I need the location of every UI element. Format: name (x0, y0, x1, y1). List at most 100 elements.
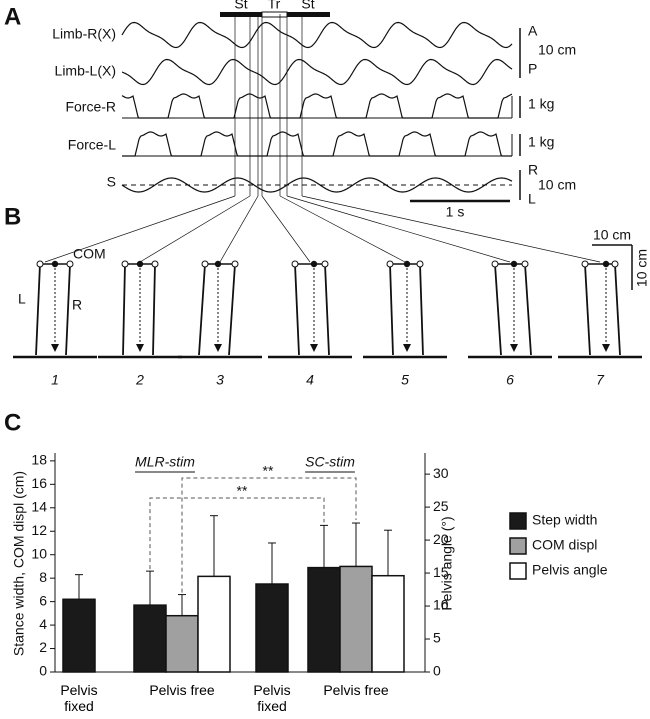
panel-label: C (4, 409, 21, 436)
trace-label: S (107, 174, 116, 190)
leg (614, 263, 621, 356)
com (602, 260, 610, 268)
scale-label: A (528, 23, 538, 39)
x-tick-label: Pelvis free (149, 682, 215, 698)
group-label: MLR-stim (135, 454, 195, 470)
leg (152, 263, 156, 356)
frame-number: 4 (306, 372, 314, 388)
stroke (301, 195, 601, 263)
joint (521, 260, 529, 268)
phase-bar (261, 11, 288, 18)
bar (371, 574, 405, 673)
leg (324, 263, 330, 356)
joint (386, 260, 394, 268)
com (403, 260, 411, 268)
arrow (510, 344, 518, 352)
scale-label: 10 cm (593, 227, 631, 243)
leg-label: R (72, 297, 82, 313)
y-tick-label: 14 (31, 498, 47, 514)
trace-label: Limb-L(X) (55, 63, 116, 79)
legend-label: Step width (532, 512, 597, 528)
joint (491, 260, 499, 268)
stroke (286, 195, 511, 263)
stroke (261, 195, 311, 263)
y-tick-label: 6 (39, 592, 47, 608)
phase-label: St (234, 0, 247, 12)
bar (339, 565, 373, 673)
leg (584, 263, 591, 356)
arrow (214, 344, 222, 352)
legend-swatch (509, 562, 527, 580)
bar (165, 614, 199, 673)
stroke (219, 195, 259, 263)
scale-label: 10 cm (538, 177, 576, 193)
bar (62, 598, 96, 673)
com (310, 260, 318, 268)
joint (151, 260, 159, 268)
y-tick-label: 8 (39, 569, 47, 585)
arrow (403, 344, 411, 352)
panel-label: B (4, 203, 21, 230)
legend-label: COM displ (532, 537, 597, 553)
phase-label: St (301, 0, 314, 12)
scale-label: P (528, 61, 537, 77)
joint (581, 260, 589, 268)
joint (201, 260, 209, 268)
leg (524, 263, 532, 356)
leg (65, 263, 71, 356)
bar (133, 604, 167, 673)
trace-label: Force-L (68, 137, 116, 153)
y-tick-label: 2 (39, 639, 47, 655)
legend-label: Pelvis angle (532, 562, 608, 578)
trace (121, 21, 513, 49)
scale-label: 10 cm (634, 249, 650, 287)
trace-label: Limb-R(X) (52, 26, 116, 42)
scale-label: L (528, 191, 536, 207)
stroke (279, 195, 406, 263)
com (51, 260, 59, 268)
y2-tick-label: 20 (433, 531, 449, 547)
scale-label: 1 kg (528, 134, 554, 150)
significance-label: ** (237, 483, 248, 499)
scale-label: R (528, 162, 538, 178)
scale-label: 1 kg (528, 96, 554, 112)
joint (416, 260, 424, 268)
phase-bar (287, 12, 330, 17)
arrow (51, 344, 59, 352)
y2-tick-label: 10 (433, 597, 449, 613)
frame-number: 5 (401, 372, 409, 388)
y-tick-label: 0 (39, 663, 47, 679)
y-tick-label: 16 (31, 475, 47, 491)
stroke (139, 195, 251, 263)
leg (294, 263, 300, 356)
arrow (310, 344, 318, 352)
joint (121, 260, 129, 268)
scale-label: 10 cm (538, 42, 576, 58)
com (510, 260, 518, 268)
trace (121, 177, 513, 193)
trace (121, 58, 513, 86)
bar (307, 566, 341, 673)
bar (255, 583, 289, 673)
com (214, 260, 222, 268)
y-tick-label: 10 (31, 545, 47, 561)
frame-number: 7 (596, 372, 605, 388)
com (136, 260, 144, 268)
y2-tick-label: 25 (433, 498, 449, 514)
y2-tick-label: 15 (433, 564, 449, 580)
phase-label: Tr (268, 0, 281, 12)
leg-label: L (18, 291, 26, 307)
y2-tick-label: 30 (433, 465, 449, 481)
y-tick-label: 18 (31, 452, 47, 468)
joint (291, 260, 299, 268)
y-tick-label: 4 (39, 616, 47, 632)
y-axis-label: Stance width, COM displ (cm) (11, 471, 27, 656)
group-label: SC-stim (305, 454, 355, 470)
stroke (44, 195, 236, 263)
com-label: COM (73, 246, 106, 262)
frame-number: 2 (135, 372, 144, 388)
legend-swatch (509, 537, 527, 555)
joint (231, 260, 239, 268)
arrow (602, 344, 610, 352)
